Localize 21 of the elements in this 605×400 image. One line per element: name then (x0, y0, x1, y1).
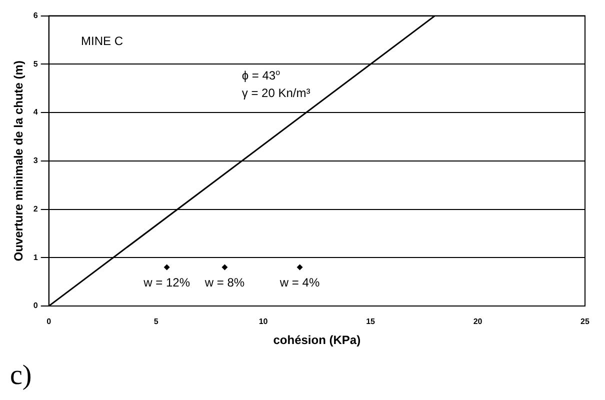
y-tick-label: 4 (33, 108, 38, 117)
x-axis-title: cohésion (KPa) (273, 333, 361, 348)
x-tick-label: 15 (366, 317, 376, 326)
x-tick-label: 20 (473, 317, 483, 326)
y-tick-label: 6 (33, 11, 38, 20)
x-tick-label: 25 (580, 317, 590, 326)
annotation: w = 8% (204, 276, 245, 290)
x-tick-label: 5 (154, 317, 159, 326)
annotation: w = 4% (278, 276, 320, 290)
annotation: w = 12% (142, 276, 190, 290)
y-axis-title: Ouverture minimale de la chute (m) (12, 60, 26, 262)
y-tick-label: 3 (33, 156, 38, 166)
text: c) (10, 360, 32, 391)
y-tick-label: 1 (33, 252, 38, 262)
y-tick-label: 2 (33, 204, 38, 214)
x-tick-label: 0 (46, 317, 52, 326)
annotation: γ = 20 Kn/m³ (242, 86, 310, 100)
y-tick-label: 0 (33, 301, 38, 310)
y-tick-label: 5 (33, 59, 38, 68)
annotation: MINE C (81, 34, 124, 48)
x-tick-label: 10 (258, 317, 268, 326)
